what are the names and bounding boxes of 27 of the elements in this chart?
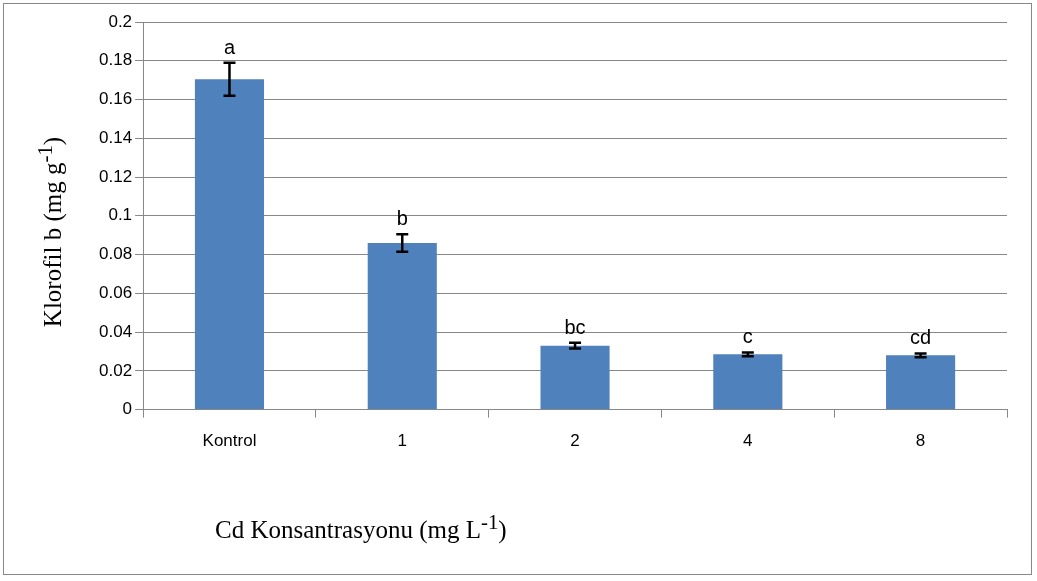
- annotation: b: [396, 207, 408, 230]
- annotation: a: [223, 35, 236, 58]
- bar: [540, 345, 610, 410]
- x-tick-label: Kontrol: [202, 431, 257, 451]
- y-tick-label: 0.08: [98, 244, 133, 264]
- x-tick-label: 8: [915, 431, 926, 451]
- y-tick-label: 0.14: [98, 127, 133, 147]
- y-tick-label: 0.04: [98, 321, 133, 341]
- x-tick-label: 1: [397, 431, 407, 451]
- y-tick-label: 0.2: [108, 11, 133, 31]
- bar: [367, 242, 437, 410]
- bar: [886, 355, 956, 410]
- x-tick-label: 4: [743, 431, 753, 451]
- x-axis-title: Cd Konsantrasyonu (mg L$^{-1}$): [215, 509, 507, 545]
- y-tick-label: 0.02: [98, 360, 133, 380]
- y-tick-label: 0.12: [98, 166, 133, 186]
- y-tick-label: 0.1: [108, 205, 133, 225]
- annotation: cd: [910, 326, 932, 349]
- y-tick-label: 0.16: [98, 89, 133, 109]
- y-tick-label: 0.06: [98, 283, 133, 303]
- annotation: c: [742, 325, 753, 348]
- bar: [713, 354, 783, 410]
- x-tick-label: 2: [570, 431, 580, 451]
- annotation: bc: [564, 315, 586, 338]
- y-tick-label: 0.18: [98, 50, 133, 70]
- bar: [194, 79, 265, 410]
- y-tick-label: 0: [122, 399, 133, 419]
